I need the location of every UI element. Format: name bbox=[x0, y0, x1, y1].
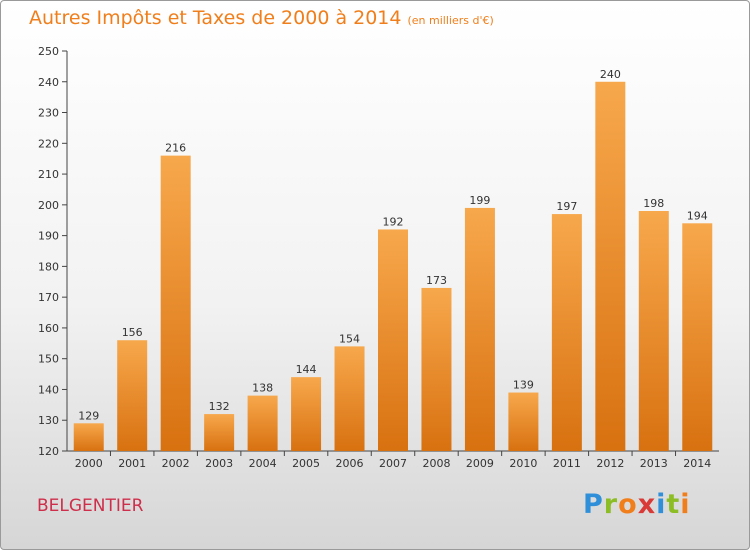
y-tick-label: 120 bbox=[38, 445, 59, 458]
x-tick-label: 2010 bbox=[509, 457, 537, 470]
bar-2000 bbox=[73, 423, 104, 451]
bar-2004 bbox=[247, 395, 278, 451]
x-tick-label: 2005 bbox=[292, 457, 320, 470]
bar-2010 bbox=[508, 392, 539, 451]
bar-2007 bbox=[378, 229, 408, 451]
y-tick-label: 210 bbox=[38, 168, 59, 181]
bar-value-label: 199 bbox=[469, 194, 490, 207]
bar-value-label: 138 bbox=[252, 382, 273, 395]
y-axis: 120 130 140 150 160 170 180 190 200 210 220 230 240 2… bbox=[38, 45, 68, 458]
bar-value-label: 156 bbox=[122, 326, 143, 339]
bar-value-label: 240 bbox=[600, 68, 621, 81]
bar-2008 bbox=[421, 287, 452, 451]
x-tick-label: 2009 bbox=[466, 457, 494, 470]
bar-2006 bbox=[334, 346, 365, 451]
y-tick-label: 200 bbox=[38, 199, 59, 212]
bar-value-label: 144 bbox=[296, 363, 317, 376]
y-tick-label: 190 bbox=[38, 230, 59, 243]
bar-2002 bbox=[160, 155, 191, 451]
bar-2009 bbox=[464, 207, 495, 451]
bar-2014 bbox=[682, 223, 713, 451]
logo-letter: t bbox=[666, 489, 681, 520]
x-tick-label: 2007 bbox=[379, 457, 407, 470]
bar-2003 bbox=[204, 414, 235, 451]
logo-letter: i bbox=[680, 489, 691, 520]
x-tick-label: 2000 bbox=[75, 457, 103, 470]
y-tick-label: 250 bbox=[38, 45, 59, 58]
y-tick-label: 220 bbox=[38, 137, 59, 150]
logo-letter: r bbox=[603, 489, 619, 520]
commune-name: BELGENTIER bbox=[37, 496, 144, 516]
bar-2013 bbox=[638, 211, 669, 451]
y-tick-label: 240 bbox=[38, 76, 59, 89]
bar-2001 bbox=[117, 340, 148, 451]
x-tick-label: 2006 bbox=[336, 457, 364, 470]
bars bbox=[73, 81, 713, 452]
y-tick-label: 170 bbox=[38, 291, 59, 304]
y-tick-label: 150 bbox=[38, 353, 59, 366]
x-tick-label: 2011 bbox=[553, 457, 581, 470]
x-tick-label: 2014 bbox=[683, 457, 711, 470]
bar-value-label: 192 bbox=[383, 215, 404, 228]
bar-2005 bbox=[291, 377, 322, 451]
bar-2012 bbox=[595, 81, 626, 452]
bar-value-label: 139 bbox=[513, 379, 534, 392]
logo-letter: P bbox=[583, 489, 604, 520]
proxiti-logo: Proxiti bbox=[583, 489, 691, 520]
y-tick-label: 140 bbox=[38, 383, 59, 396]
chart-title: Autres Impôts et Taxes de 2000 à 2014 (en… bbox=[29, 7, 494, 29]
bar-value-label: 198 bbox=[643, 197, 664, 210]
chart-title-text: Autres Impôts et Taxes de 2000 à 2014 bbox=[29, 7, 402, 29]
x-tick-label: 2012 bbox=[596, 457, 624, 470]
data-labels: 129 156 216 132 138 144 154 192 173 199 139 197 240 1… bbox=[78, 68, 708, 423]
x-axis: 2000 2001 2002 2003 2004 2005 2006 2007 2008 2009… bbox=[67, 450, 719, 470]
x-tick-label: 2002 bbox=[162, 457, 190, 470]
x-tick-label: 2013 bbox=[640, 457, 668, 470]
y-tick-label: 180 bbox=[38, 260, 59, 273]
bar-2011 bbox=[551, 214, 582, 451]
x-tick-label: 2003 bbox=[205, 457, 233, 470]
bar-value-label: 154 bbox=[339, 332, 360, 345]
bar-value-label: 173 bbox=[426, 274, 447, 287]
y-tick-label: 230 bbox=[38, 107, 59, 120]
bar-value-label: 132 bbox=[209, 400, 230, 413]
logo-letter: o bbox=[618, 489, 638, 520]
y-tick-label: 130 bbox=[38, 414, 59, 427]
bar-value-label: 197 bbox=[556, 200, 577, 213]
bar-value-label: 129 bbox=[78, 409, 99, 422]
bar-value-label: 216 bbox=[165, 142, 186, 155]
y-tick-label: 160 bbox=[38, 322, 59, 335]
x-tick-label: 2008 bbox=[422, 457, 450, 470]
x-tick-label: 2004 bbox=[249, 457, 277, 470]
x-tick-label: 2001 bbox=[118, 457, 146, 470]
logo-letter: x bbox=[637, 489, 657, 520]
logo-letter: i bbox=[656, 489, 667, 520]
chart-unit: (en milliers d'€) bbox=[407, 14, 494, 27]
bar-value-label: 194 bbox=[687, 209, 708, 222]
